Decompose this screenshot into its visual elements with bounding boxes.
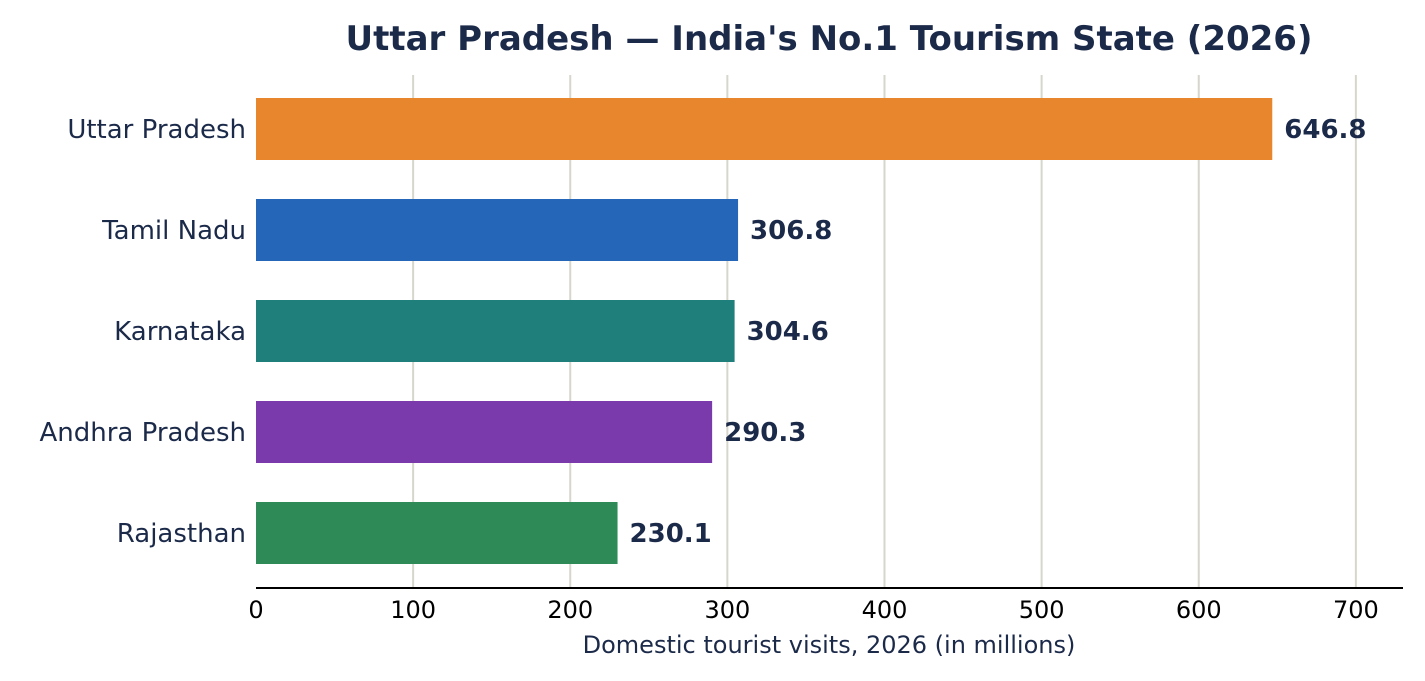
x-tick-label-100: 100 — [390, 596, 436, 624]
value-labels: 646.8 306.8 304.6 290.3 230.1 — [630, 115, 1367, 549]
bars — [256, 98, 1273, 564]
x-tick-label-400: 400 — [862, 596, 908, 624]
value-label-rajasthan: 230.1 — [630, 519, 712, 549]
category-label-rajasthan: Rajasthan — [117, 519, 246, 549]
bar-uttar-pradesh — [256, 98, 1273, 160]
x-tick-labels: 0 100 200 300 400 500 600 700 — [248, 596, 1378, 624]
bar-andhra-pradesh — [256, 401, 713, 463]
bar-karnataka — [256, 300, 735, 362]
bar-rajasthan — [256, 502, 618, 564]
value-label-uttar-pradesh: 646.8 — [1284, 115, 1366, 145]
x-tick-label-200: 200 — [547, 596, 593, 624]
x-tick-label-700: 700 — [1333, 596, 1379, 624]
chart-title: Uttar Pradesh — India's No.1 Tourism Sta… — [345, 19, 1312, 59]
x-tick-label-300: 300 — [704, 596, 750, 624]
value-label-karnataka: 304.6 — [747, 317, 829, 347]
category-labels: Uttar Pradesh Tamil Nadu Karnataka Andhra P… — [39, 115, 246, 549]
category-label-andhra-pradesh: Andhra Pradesh — [39, 418, 246, 448]
x-tick-label-0: 0 — [248, 596, 263, 624]
x-tick-label-600: 600 — [1176, 596, 1222, 624]
value-label-tamil-nadu: 306.8 — [750, 216, 832, 246]
x-tick-label-500: 500 — [1019, 596, 1065, 624]
bar-tamil-nadu — [256, 199, 739, 261]
x-axis-title: Domestic tourist visits, 2026 (in millio… — [583, 631, 1076, 659]
category-label-tamil-nadu: Tamil Nadu — [101, 216, 246, 246]
value-label-andhra-pradesh: 290.3 — [724, 418, 806, 448]
category-label-uttar-pradesh: Uttar Pradesh — [67, 115, 246, 145]
category-label-karnataka: Karnataka — [114, 317, 246, 347]
